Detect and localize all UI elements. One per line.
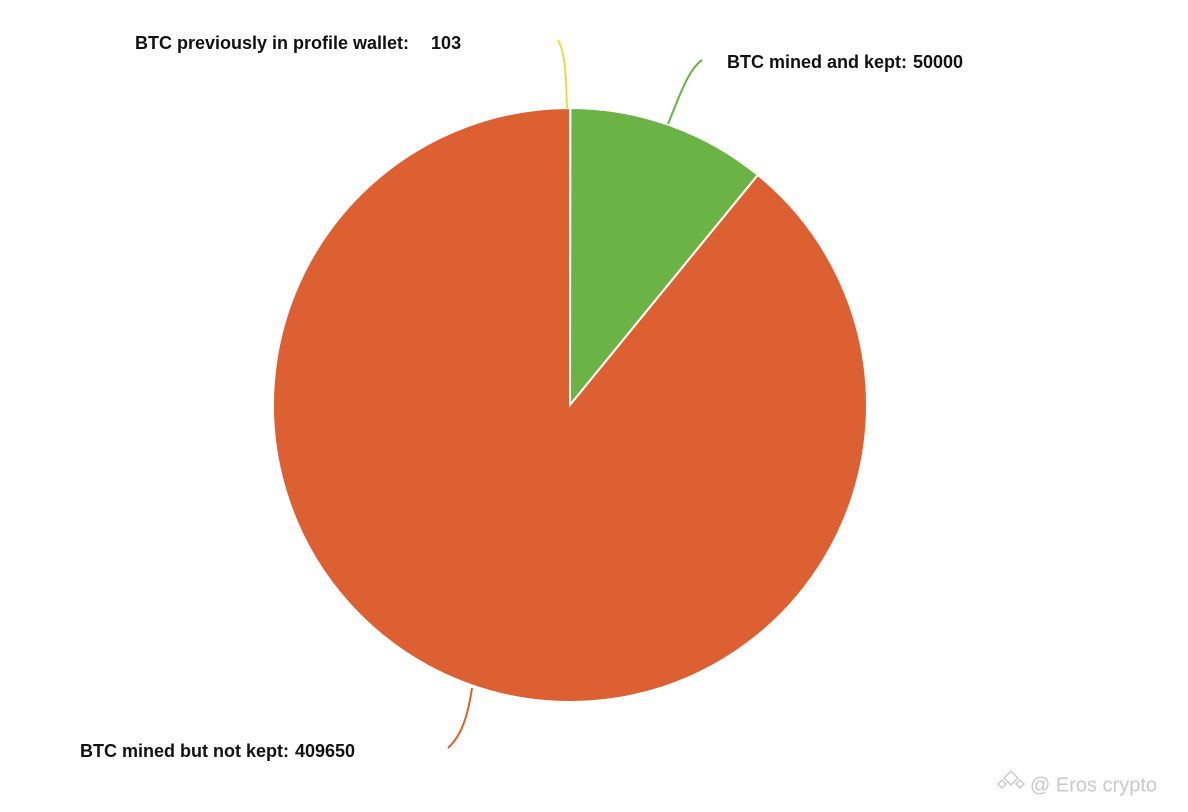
leader-line — [557, 39, 568, 109]
watermark: @ Eros crypto — [996, 769, 1157, 796]
label-value: 50000 — [913, 52, 963, 72]
label-name: BTC previously in profile wallet: — [135, 33, 409, 53]
pie-slice — [568, 106, 760, 408]
pie-slice — [272, 106, 868, 703]
data-label: BTC previously in profile wallet: 103 — [135, 33, 461, 53]
leader-line — [667, 59, 703, 125]
leader-line — [447, 687, 473, 749]
pie — [272, 106, 868, 703]
label-value: 103 — [431, 33, 461, 53]
label-value: 409650 — [295, 741, 355, 761]
label-name: BTC mined and kept: — [727, 52, 907, 72]
watermark-text: @ Eros crypto — [1030, 774, 1157, 796]
data-label: BTC mined and kept: 50000 — [727, 52, 963, 72]
label-name: BTC mined but not kept: — [80, 741, 289, 761]
data-label: BTC mined but not kept: 409650 — [80, 741, 355, 761]
watermark-icon — [996, 769, 1026, 790]
